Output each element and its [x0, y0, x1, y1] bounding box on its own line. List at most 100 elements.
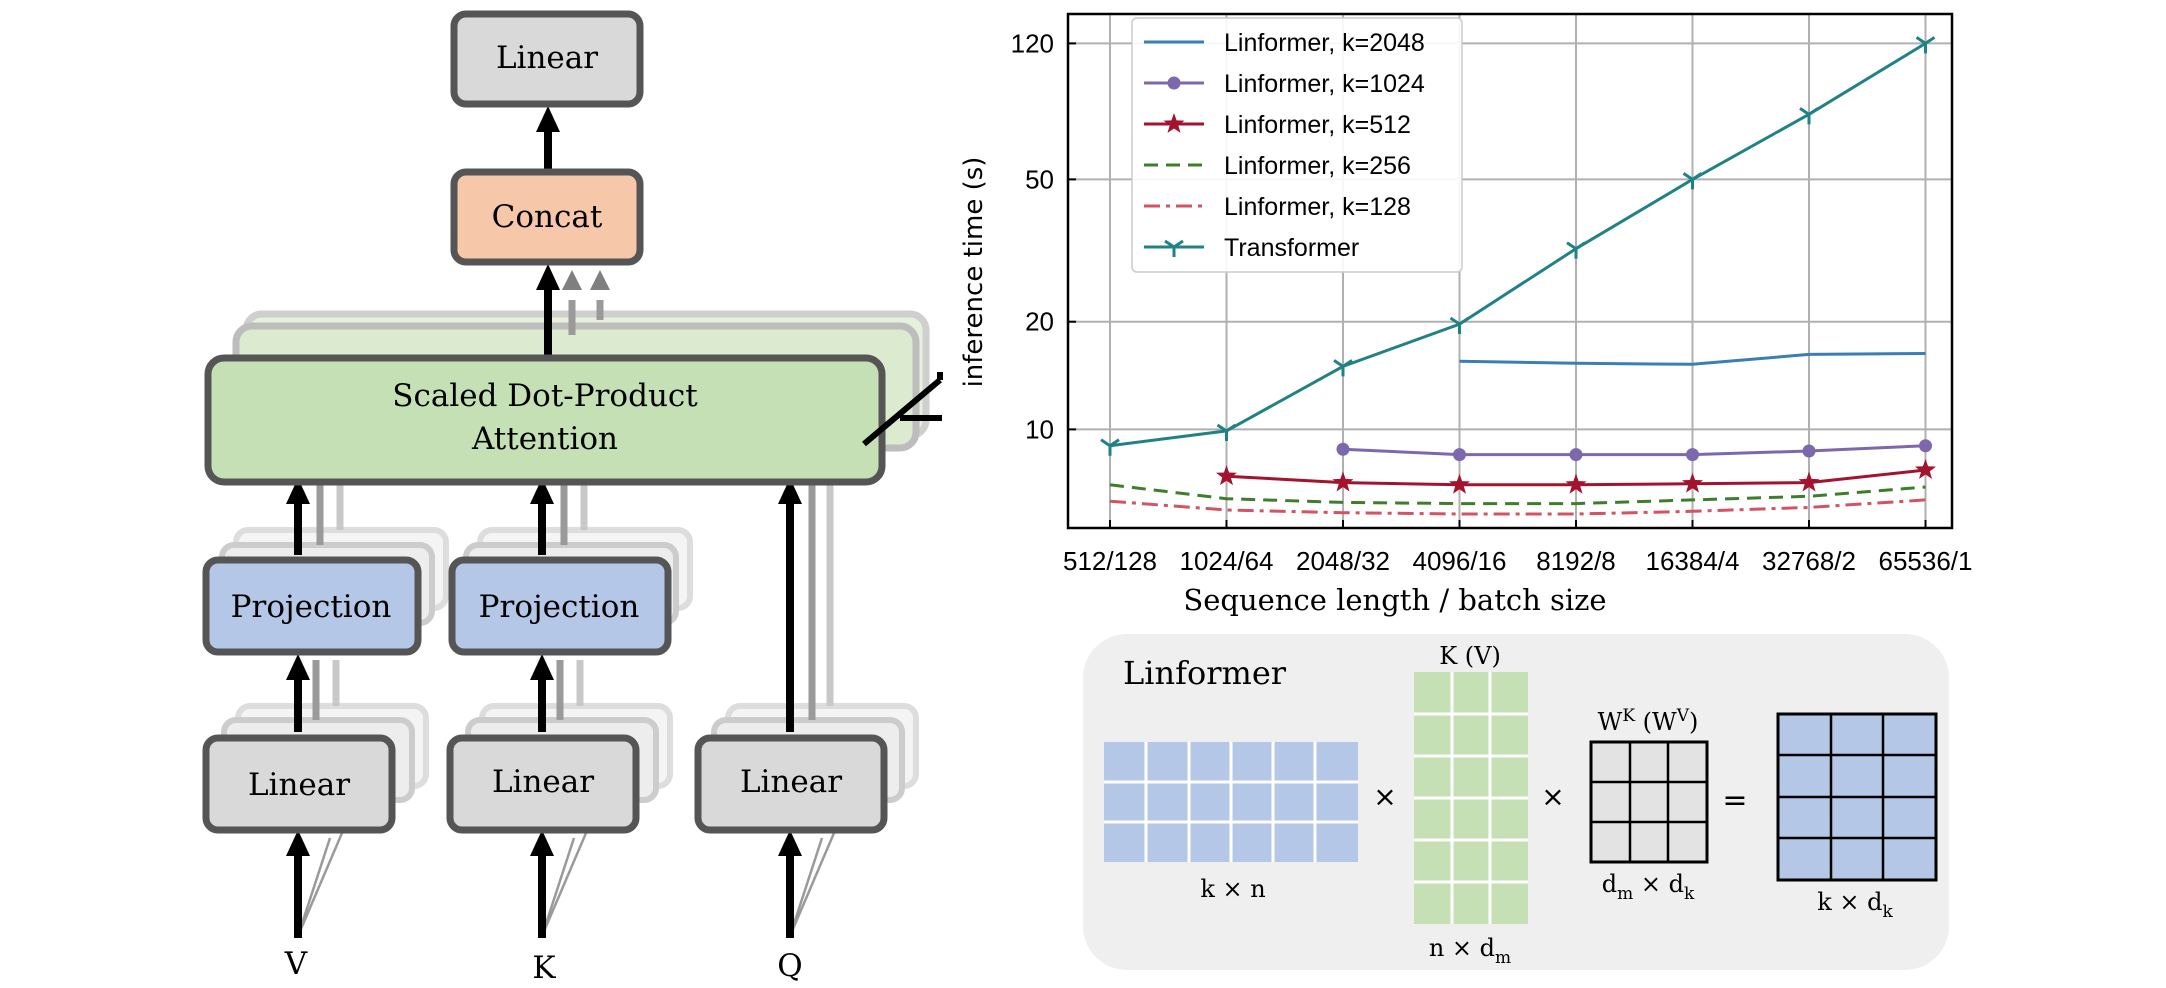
input-q-label: Q — [777, 948, 802, 984]
matrix-result — [1776, 712, 1938, 882]
main-arrows — [294, 128, 794, 938]
matrix-w-title-sup1: K — [1622, 706, 1635, 726]
chart-ticks: 512/128 1024/64 2048/32 4096/16 8192/8 16384/… — [1011, 28, 1973, 576]
data-point-linformer-k-1024 — [1336, 442, 1350, 456]
data-point-linformer-k-1024 — [1802, 444, 1816, 458]
x-tick-label: 512/128 — [1063, 546, 1157, 576]
data-point-linformer-k-1024 — [1569, 448, 1583, 462]
matrix-kv — [1414, 672, 1528, 924]
matrix-result-dims: k × dk — [1817, 888, 1893, 922]
legend-label-linformer-k-2048: Linformer, k=2048 — [1224, 29, 1425, 57]
matrix-kv-dims-main: n × d — [1429, 934, 1495, 962]
matrix-p — [1104, 742, 1358, 862]
matrix-p-dims: k × n — [1200, 875, 1265, 903]
matrix-w — [1589, 740, 1709, 864]
linformer-title: Linformer — [1123, 654, 1287, 692]
matrix-w-title-sup2: V — [1676, 706, 1690, 726]
x-tick-label: 2048/32 — [1296, 546, 1390, 576]
mask-mark — [862, 372, 943, 447]
data-point-transformer — [1566, 241, 1586, 259]
projection-k-box — [448, 556, 672, 656]
gray-arrowhead-2 — [590, 270, 610, 290]
projection-k-label: Projection — [479, 589, 640, 625]
matrix-w-dims-mid: × d — [1633, 870, 1684, 898]
linear-q-box — [694, 734, 888, 834]
legend-marker-linformer-k-1024 — [1167, 76, 1181, 90]
gray-arrowhead-1 — [562, 270, 582, 290]
matrix-w-dims-sub2: k — [1684, 884, 1695, 904]
legend-label-linformer-k-128: Linformer, k=128 — [1224, 193, 1411, 221]
data-point-linformer-k-512 — [1332, 471, 1354, 492]
attention-label-line1: Scaled Dot-Product — [392, 378, 698, 414]
data-point-linformer-k-1024 — [1686, 448, 1699, 462]
matrix-w-dims: dm × dk — [1602, 870, 1695, 904]
matrix-kv-dims-sub: m — [1495, 948, 1511, 968]
projection-v-label: Projection — [231, 589, 392, 625]
data-point-transformer — [1799, 107, 1819, 125]
linear-q-label: Linear — [740, 764, 842, 800]
series-line-transformer — [1109, 42, 1927, 448]
legend-label-linformer-k-1024: Linformer, k=1024 — [1224, 70, 1425, 98]
linear-v-box — [202, 734, 396, 834]
matrix-w-title-end: ) — [1689, 708, 1698, 736]
inference-chart: 512/128 1024/64 2048/32 4096/16 8192/8 16384/… — [959, 12, 1973, 617]
matrix-result-dims-main: k × d — [1817, 888, 1882, 916]
plot-frame — [1066, 12, 1954, 530]
y-tick-label: 20 — [1025, 307, 1054, 337]
chart-ylabel: inference time (s) — [959, 157, 989, 388]
concat-label: Concat — [492, 199, 603, 235]
legend-box — [1131, 17, 1463, 273]
matrix-w-dims-main1: d — [1602, 870, 1617, 898]
data-point-transformer — [1100, 438, 1120, 456]
matrix-w-title: WK (WV) — [1598, 706, 1699, 736]
data-point-linformer-k-512 — [1216, 465, 1237, 486]
matrix-w-title-main: W — [1598, 708, 1623, 736]
x-tick-label: 4096/16 — [1413, 546, 1507, 576]
concat-box — [450, 168, 644, 266]
input-k-label: K — [532, 950, 556, 986]
y-tick-label: 120 — [1011, 28, 1054, 58]
y-tick-label: 10 — [1025, 414, 1054, 444]
series-line-linformer-k-128 — [1109, 498, 1926, 516]
chart-legend: Linformer, k=2048 Linformer, k=1024 Linfor… — [1131, 17, 1463, 273]
linear-v-label: Linear — [248, 767, 350, 803]
input-fan-lines — [296, 825, 839, 937]
matrix-result-dims-sub: k — [1882, 902, 1893, 922]
matrix-w-title-mid: (W — [1635, 708, 1677, 736]
linformer-schematic: Linformer k × n × — [1083, 634, 1949, 970]
gray-head-lines — [312, 300, 834, 720]
data-point-linformer-k-512 — [1798, 471, 1820, 492]
legend-marker-transformer — [1164, 239, 1184, 257]
data-point-linformer-k-512 — [1915, 459, 1936, 479]
y-tick-label: 50 — [1025, 164, 1054, 194]
attention-box — [204, 354, 886, 486]
linear-k-box — [446, 734, 640, 834]
top-linear-box — [450, 10, 644, 108]
data-point-transformer — [1682, 172, 1703, 190]
x-tick-label: 1024/64 — [1180, 546, 1274, 576]
projection-v-box — [202, 556, 422, 656]
series-line-linformer-k-1024 — [1342, 444, 1926, 457]
series-line-linformer-k-2048 — [1459, 352, 1926, 366]
matrix-w-dims-sub1: m — [1617, 884, 1633, 904]
chart-series — [1100, 36, 1936, 516]
top-linear-label: Linear — [496, 40, 598, 76]
series-line-linformer-k-256 — [1109, 483, 1926, 506]
data-point-linformer-k-512 — [1449, 473, 1470, 494]
legend-label-transformer: Transformer — [1224, 234, 1359, 262]
data-point-linformer-k-1024 — [1919, 439, 1932, 453]
linear-k-label: Linear — [492, 764, 594, 800]
data-point-linformer-k-512 — [1682, 472, 1703, 493]
main-arrowheads — [286, 106, 802, 856]
data-point-transformer — [1216, 423, 1237, 441]
x-tick-label: 65536/1 — [1879, 546, 1973, 576]
data-point-transformer — [1449, 316, 1470, 335]
data-point-transformer — [1915, 36, 1936, 54]
multiply-sign-2: × — [1541, 780, 1564, 813]
x-tick-label: 16384/4 — [1646, 546, 1740, 576]
legend-marker-linformer-k-512 — [1163, 113, 1185, 133]
data-point-linformer-k-512 — [1565, 473, 1587, 494]
attention-diagram: Linear Concat Scaled Dot-Product Attenti… — [202, 10, 943, 986]
multiply-sign-1: × — [1373, 780, 1396, 813]
